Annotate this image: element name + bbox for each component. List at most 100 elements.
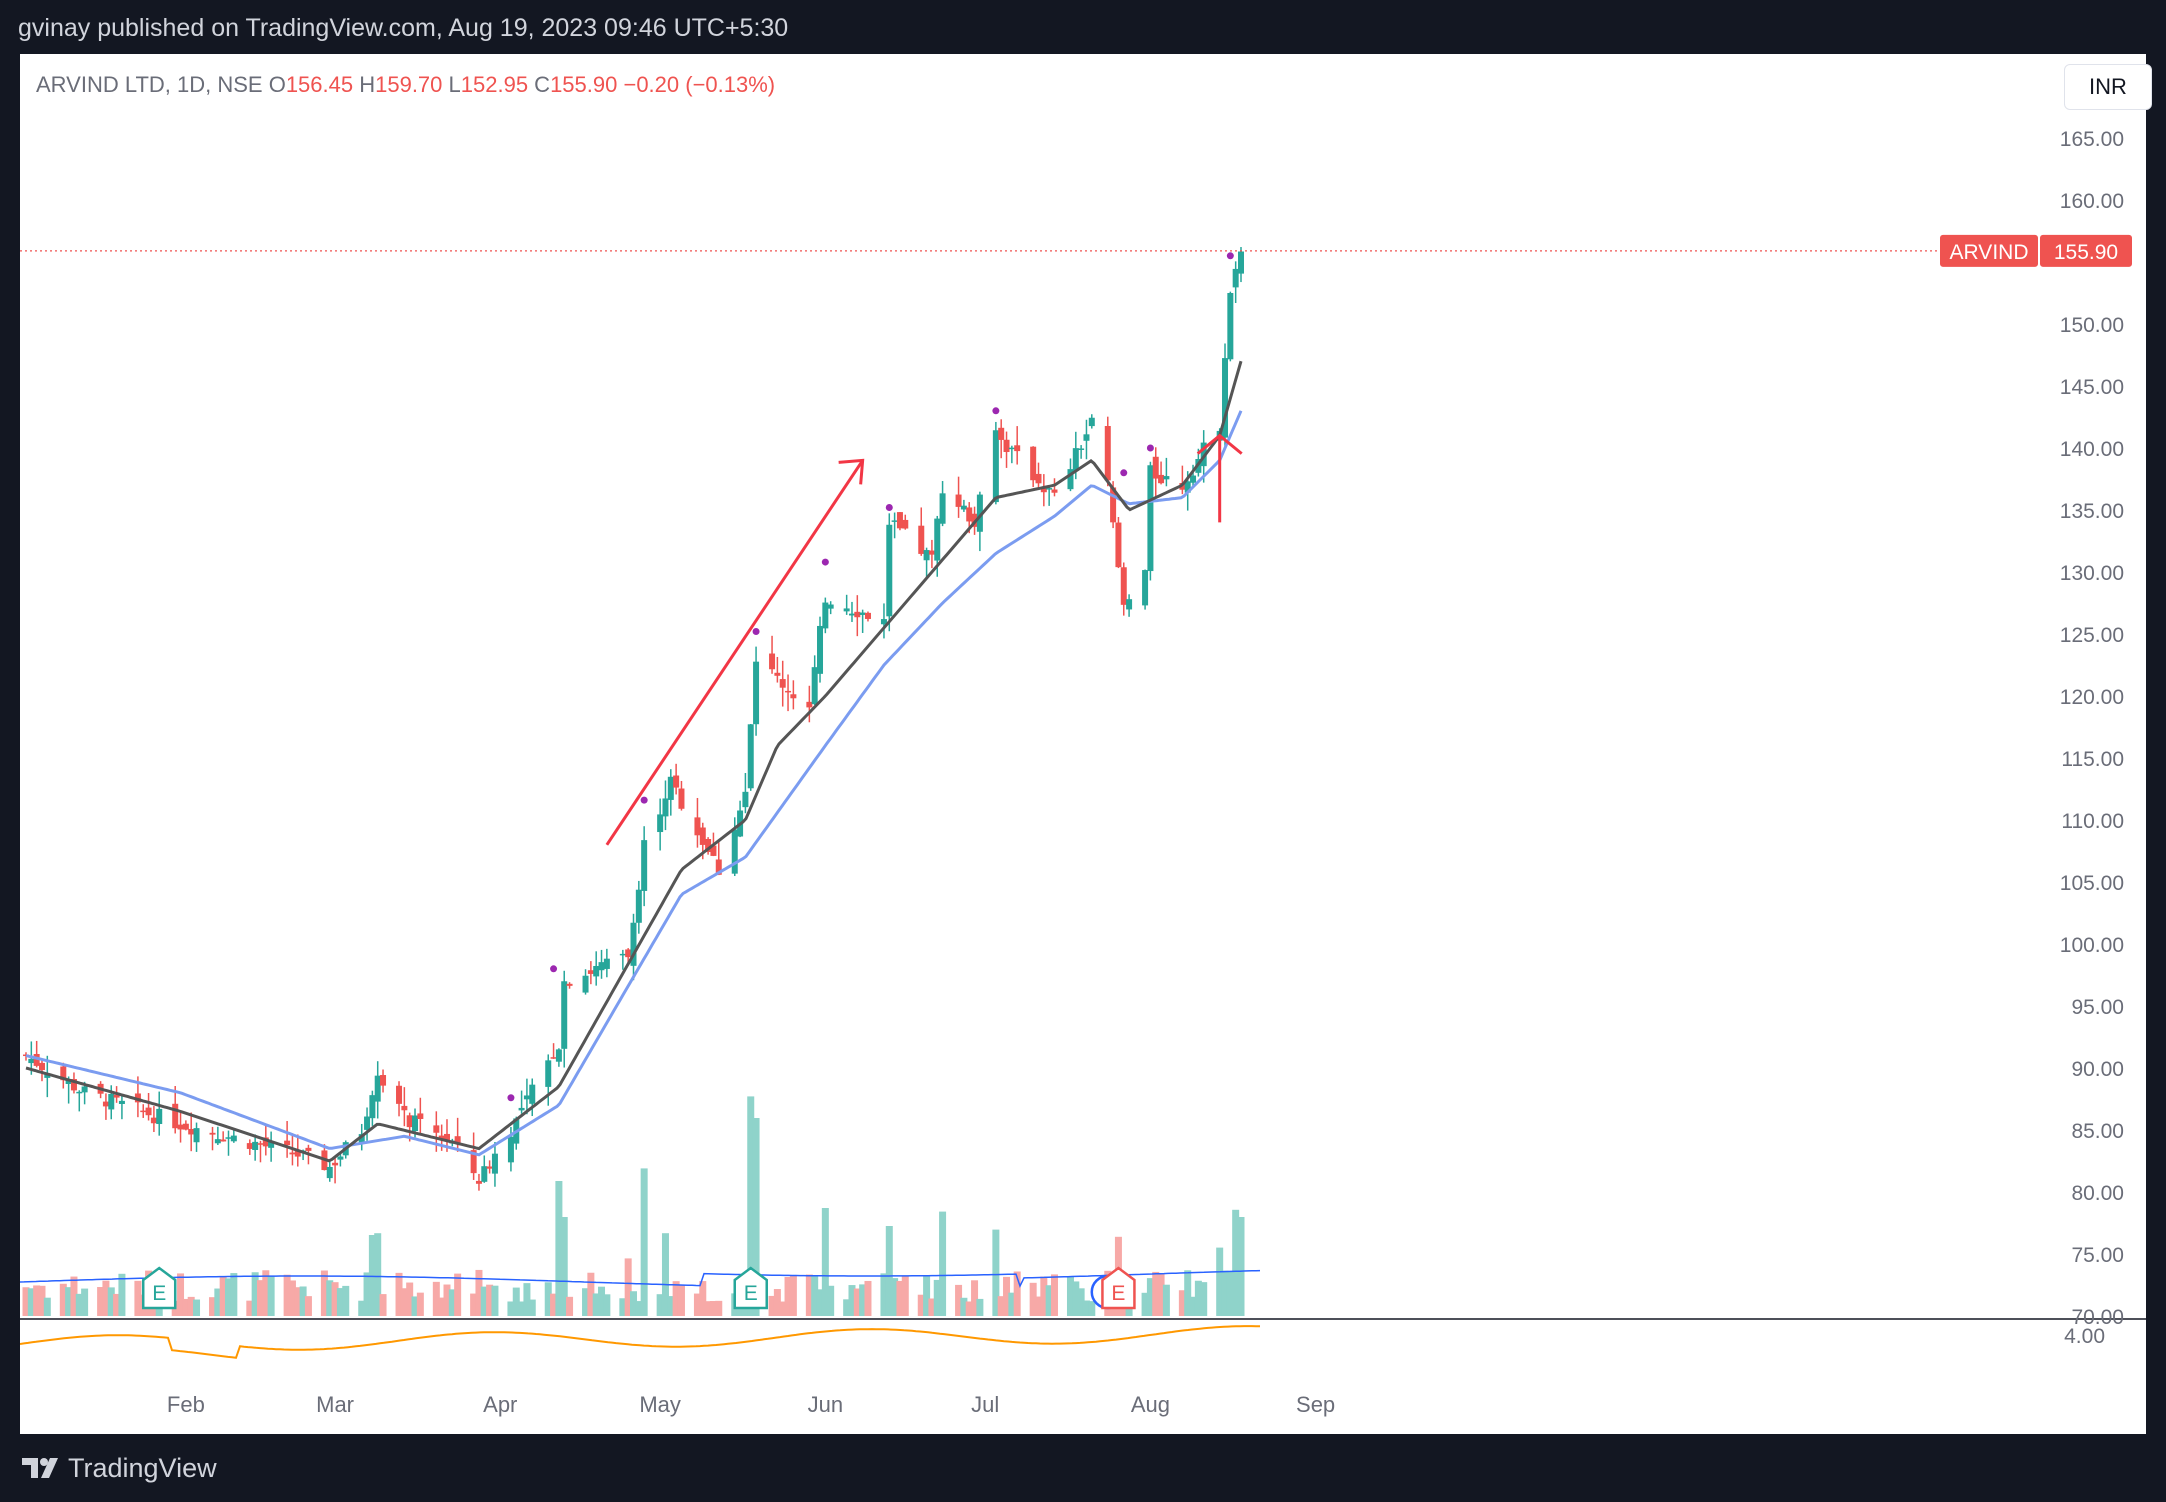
price-tag-value: 155.90 <box>2054 241 2118 264</box>
x-tick-label: Mar <box>316 1392 354 1417</box>
earnings-marker[interactable]: E <box>733 1266 768 1310</box>
earnings-marker[interactable]: E <box>1101 1266 1136 1310</box>
chart-panel[interactable]: 165.00 160.00 150.00 145.00 140.00 135.00 130.… <box>20 54 2152 1434</box>
volume-bar <box>27 1288 35 1316</box>
volume-bar <box>1035 1296 1042 1316</box>
candle-body <box>507 1136 514 1163</box>
candle-body <box>555 1049 562 1062</box>
candle-body <box>443 1133 450 1142</box>
volume-bar <box>1050 1274 1058 1316</box>
candle-body <box>332 1162 339 1166</box>
candle-body <box>76 1091 83 1094</box>
candle-body <box>102 1101 109 1107</box>
candle-body <box>790 694 797 699</box>
candle-body <box>380 1075 387 1086</box>
y-tick-label: 110.00 <box>2061 810 2124 833</box>
candle-body <box>769 653 776 670</box>
volume-bar <box>971 1280 979 1316</box>
volume-bar <box>251 1272 259 1316</box>
tradingview-logo-icon[interactable] <box>20 1454 60 1482</box>
candle-body <box>779 679 786 688</box>
volume-bar <box>965 1301 973 1316</box>
volume-bar <box>709 1301 717 1316</box>
candle-body <box>582 975 589 993</box>
volume-bar <box>896 1280 904 1316</box>
candle-body <box>257 1143 264 1145</box>
candle-body <box>23 1054 29 1057</box>
pivot-dot <box>992 407 1000 415</box>
candle-body <box>902 519 909 529</box>
price-tag-symbol-bg <box>1940 234 2038 267</box>
candle-body <box>1152 456 1159 479</box>
volume-bar <box>342 1285 350 1316</box>
volume-bar <box>262 1270 270 1316</box>
candle-body <box>891 520 898 522</box>
candle-body <box>774 672 781 676</box>
volume-bar <box>395 1272 403 1316</box>
candle-body <box>225 1137 232 1139</box>
legend-part: 155.90 <box>550 72 623 97</box>
pivot-dot <box>507 1094 515 1102</box>
volume-bar <box>523 1283 531 1316</box>
earnings-marker[interactable]: E <box>141 1266 177 1310</box>
pivot-dot <box>1146 444 1154 452</box>
candle-body <box>928 550 935 555</box>
volume-bar <box>715 1300 723 1316</box>
candle-body <box>854 611 861 618</box>
candle-body <box>172 1103 179 1129</box>
volume-bar <box>885 1226 893 1316</box>
candle-body <box>753 661 760 725</box>
volume-bar <box>187 1296 195 1316</box>
candle-body <box>70 1079 77 1091</box>
candle-body <box>1142 570 1149 606</box>
candle-body <box>662 798 669 817</box>
candle-body <box>230 1135 237 1142</box>
trend-arrow[interactable] <box>605 459 864 846</box>
candle-body <box>475 1180 482 1184</box>
indicator-tick-label: 4.00 <box>2064 1325 2105 1348</box>
ema-fast-line <box>25 360 1243 1163</box>
volume-bar <box>1216 1247 1224 1316</box>
volume-bar <box>486 1284 494 1316</box>
currency-button[interactable]: INR <box>2064 64 2152 110</box>
volume-bar <box>630 1291 637 1316</box>
candle-body <box>118 1100 125 1104</box>
volume-bar <box>443 1284 451 1316</box>
y-tick-label: 130.00 <box>2060 562 2124 585</box>
x-tick-label: Jul <box>971 1392 999 1417</box>
legend-part: C <box>534 72 550 97</box>
candle-body <box>108 1093 115 1110</box>
legend-part: 156.45 <box>286 72 359 97</box>
candle-body <box>625 949 632 958</box>
volume-bar <box>1013 1271 1021 1316</box>
volume-bar <box>59 1283 67 1316</box>
x-tick-label: Sep <box>1296 1392 1335 1417</box>
volume-bar <box>848 1285 856 1316</box>
candles <box>23 247 1244 1191</box>
pivot-dot <box>885 504 893 512</box>
volume-bar <box>805 1274 813 1316</box>
pivot-dot <box>752 628 760 636</box>
candle-body <box>561 981 568 1049</box>
candle-body <box>1110 487 1117 523</box>
volume-bar <box>773 1289 781 1316</box>
volume-bar <box>225 1278 232 1316</box>
pivot-dot <box>550 965 558 973</box>
candle-body <box>214 1139 221 1144</box>
candle-body <box>1190 475 1197 483</box>
volume-bar <box>933 1279 941 1316</box>
volume-bar <box>789 1275 797 1316</box>
footer-brand[interactable]: TradingView <box>68 1452 217 1483</box>
candle-body <box>518 1107 525 1111</box>
candle-body <box>1222 358 1229 438</box>
candle-body <box>401 1105 408 1111</box>
y-tick-label: 100.00 <box>2060 934 2124 957</box>
candle-body <box>182 1123 189 1130</box>
volume-bar <box>331 1282 339 1316</box>
volume-bar <box>177 1273 185 1316</box>
candlestick-chart[interactable]: 165.00 160.00 150.00 145.00 140.00 135.00 130.… <box>20 54 2146 1434</box>
volume-bar <box>1157 1272 1165 1316</box>
y-tick-label: 95.00 <box>2071 996 2124 1019</box>
pivot-dot <box>1120 469 1128 477</box>
x-tick-label: May <box>639 1392 681 1417</box>
